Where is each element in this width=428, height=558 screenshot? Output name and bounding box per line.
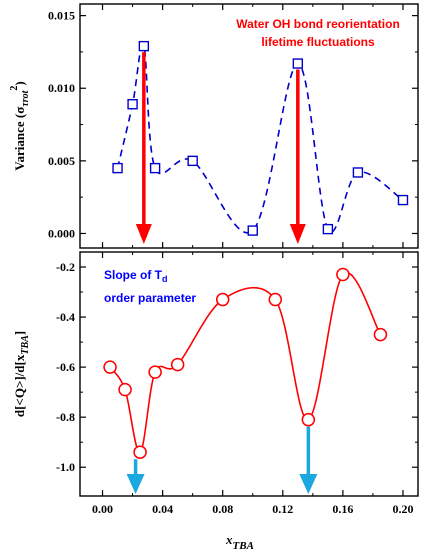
- top-axis-ticks: 0.000 0.005 0.010 0.015: [48, 4, 418, 248]
- bottom-data-point: [268, 292, 283, 307]
- top-red-arrow-head: [289, 224, 306, 244]
- bottom-annotation-line1: Slope of Td: [104, 268, 168, 284]
- y-tick-label: 0.000: [48, 226, 75, 240]
- bottom-data-point: [118, 382, 132, 397]
- x-tick-label: 0.08: [212, 502, 233, 516]
- top-ylabel-sup: 2: [9, 86, 20, 91]
- bottom-panel-frame: [79, 251, 419, 497]
- top-data-point: [292, 58, 304, 69]
- x-tick-label: 0.04: [152, 502, 173, 516]
- x-axis-label-sub: TBA: [233, 540, 254, 552]
- top-series: [112, 40, 409, 236]
- bottom-data-point: [301, 412, 316, 427]
- bottom-ylabel-sub: TBA: [20, 335, 31, 355]
- top-arrows: [135, 52, 306, 244]
- top-data-point: [397, 194, 409, 206]
- top-annotation-line1: Water OH bond reorientation: [236, 17, 400, 31]
- y-tick-label: -0.4: [56, 310, 75, 324]
- y-tick-label: -0.8: [56, 410, 75, 424]
- bottom-data-point: [170, 357, 185, 372]
- bottom-blue-arrow-head: [299, 474, 318, 494]
- top-data-point: [322, 223, 334, 235]
- bottom-data-point: [215, 292, 230, 307]
- top-series-line: [116, 43, 404, 234]
- top-data-point: [138, 40, 150, 52]
- bottom-annotation-text: Slope of T: [104, 268, 163, 282]
- top-data-point: [187, 155, 198, 167]
- x-tick-label: 0.12: [272, 502, 293, 516]
- bottom-blue-arrow-head: [126, 474, 145, 494]
- bottom-series: [103, 267, 388, 459]
- bottom-data-point: [148, 365, 162, 379]
- bottom-data-point: [133, 445, 147, 459]
- bottom-data-point: [373, 327, 388, 342]
- y-tick-label: -1.0: [56, 460, 75, 474]
- top-data-point: [149, 162, 161, 174]
- top-data-point: [247, 225, 258, 236]
- top-panel-frame: [79, 3, 419, 249]
- top-red-arrow-head: [135, 224, 152, 244]
- top-ylabel-sub: τrot: [20, 89, 31, 106]
- bottom-annotation-line2: order parameter: [104, 291, 196, 305]
- bottom-y-axis-label: d[<Q>]/d[xTBA]: [12, 331, 31, 417]
- bottom-annotation-sub: d: [162, 274, 168, 284]
- x-axis-label: xTBA: [225, 532, 254, 552]
- x-tick-label: 0.16: [332, 502, 353, 516]
- y-tick-label: 0.015: [48, 9, 75, 23]
- bottom-axis-ticks: 0.00 0.04 0.08 0.12 0.16 0.20 -1.0 -0.8 -0.6 -0.4…: [56, 252, 418, 516]
- x-tick-label: 0.20: [392, 502, 413, 516]
- y-tick-label: -0.2: [56, 260, 75, 274]
- bottom-ylabel-main: d[<Q>]/d[x: [12, 354, 27, 417]
- y-tick-label: 0.005: [48, 154, 75, 168]
- top-ylabel-main: Variance (σ: [12, 107, 27, 171]
- top-data-point: [352, 167, 364, 178]
- bottom-arrows: [126, 426, 318, 494]
- bottom-data-point: [103, 360, 117, 374]
- y-tick-label: -0.6: [56, 360, 75, 374]
- bottom-data-point: [336, 267, 350, 282]
- x-tick-label: 0.00: [92, 502, 113, 516]
- top-data-point: [112, 162, 123, 174]
- y-tick-label: 0.010: [48, 81, 75, 95]
- bottom-ylabel-close: ]: [12, 331, 27, 335]
- top-annotation-line2: lifetime fluctuations: [261, 35, 375, 49]
- top-ylabel-close: ): [12, 81, 27, 85]
- top-y-axis-label: Variance (στrot2): [9, 81, 31, 170]
- top-data-point: [127, 99, 138, 110]
- x-axis-label-main: x: [225, 532, 233, 547]
